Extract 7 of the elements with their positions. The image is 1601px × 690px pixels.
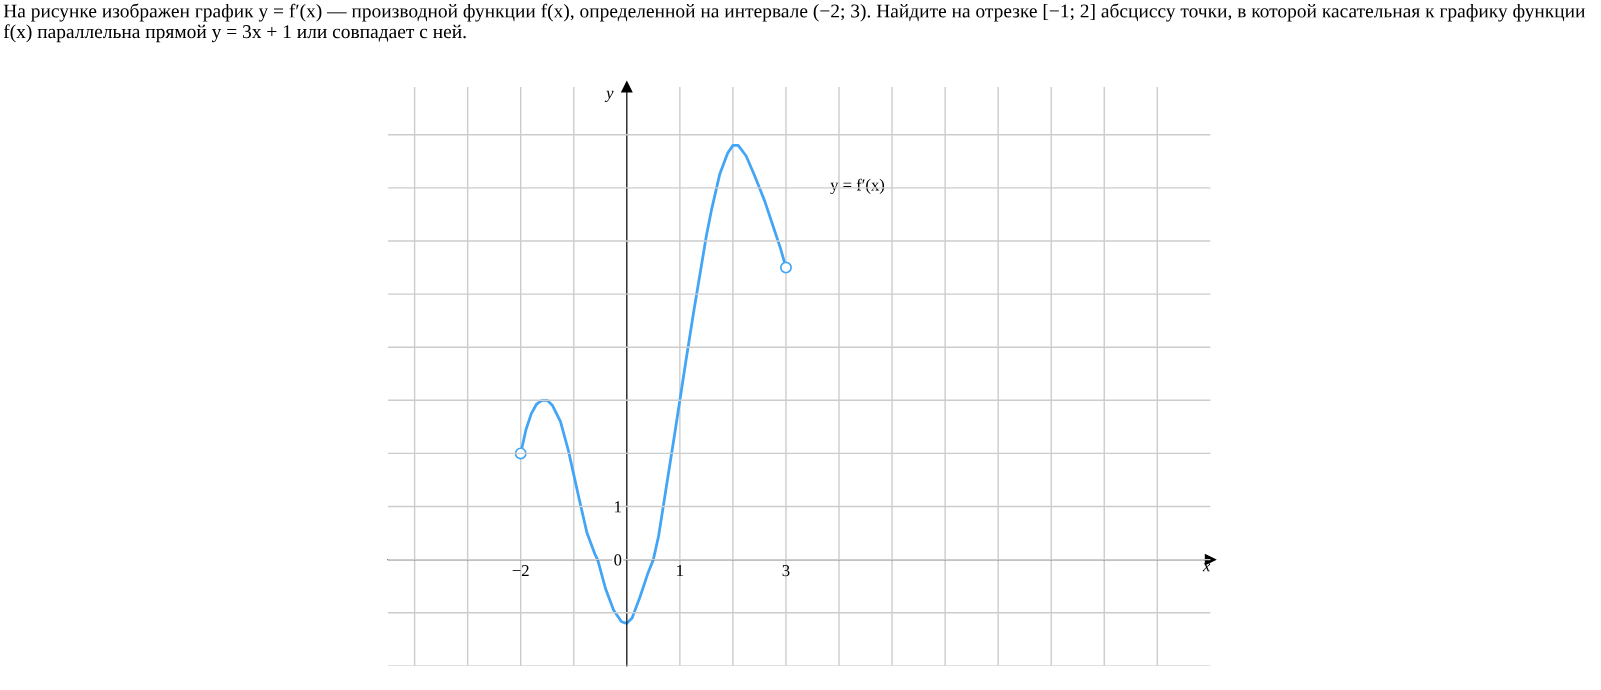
x-tick-label: −2 [512, 565, 529, 577]
text: y = f′(x) [830, 178, 885, 194]
y-axis-title: y [604, 90, 614, 103]
chart-title: На рисунке изображен график y = f′(x) — производной функции f(x), определенной на интервале (−2; 3). Найдите на отрезке [−1; 2] абсциссу точки, в которой касательная к графику функции f(x) параллельна прямой y = 3x + 1 или совпадает с ней. [3, 3, 1585, 43]
y-tick-label: 0 [614, 554, 622, 566]
x-tick-label: 1 [677, 565, 684, 577]
x-tick-label: 3 [782, 565, 790, 577]
